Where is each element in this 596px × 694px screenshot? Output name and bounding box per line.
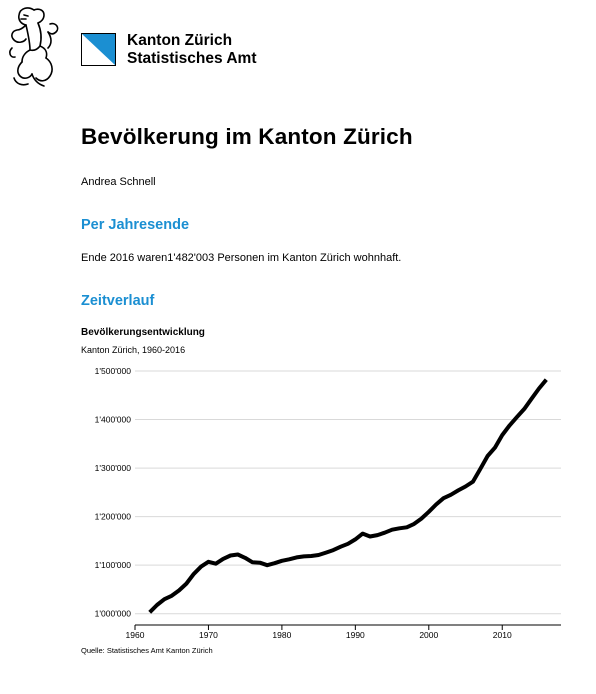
chart-title: Bevölkerungsentwicklung (81, 327, 205, 338)
page-title: Bevölkerung im Kanton Zürich (81, 124, 413, 149)
org-line-1: Kanton Zürich (127, 32, 233, 49)
x-axis: 1960 1970 1980 1990 2000 2010 (126, 624, 561, 640)
org-line-2: Statistisches Amt (127, 50, 257, 67)
x-tick-label: 1980 (272, 630, 291, 640)
x-tick-label: 1990 (346, 630, 365, 640)
x-tick-label: 1970 (199, 630, 218, 640)
chart-gridlines (135, 370, 561, 615)
author-name: Andrea Schnell (81, 176, 156, 188)
zurich-flag-icon (81, 33, 116, 66)
y-tick-label: 1'200'000 (95, 512, 132, 522)
population-series-line (148, 378, 548, 614)
section-heading-timeline: Zeitverlauf (81, 293, 155, 309)
x-tick-label: 1960 (126, 630, 145, 640)
y-tick-label: 1'000'000 (95, 609, 132, 619)
y-tick-label: 1'500'000 (95, 366, 132, 376)
x-tick-label: 2000 (419, 630, 438, 640)
chart-source: Quelle: Statistisches Amt Kanton Zürich (81, 646, 213, 655)
y-tick-label: 1'300'000 (95, 463, 132, 473)
y-axis-tick-labels: 1'000'000 1'100'000 1'200'000 1'300'000 1'40… (95, 366, 132, 619)
chart-series (148, 378, 548, 614)
chart-subtitle: Kanton Zürich, 1960-2016 (81, 345, 186, 355)
x-tick-label: 2010 (493, 630, 512, 640)
y-tick-label: 1'100'000 (95, 560, 132, 570)
lion-logo (9, 7, 59, 87)
section-heading-year-end: Per Jahresende (81, 217, 190, 233)
organization-name: Kanton Zürich Statistisches Amt (127, 32, 257, 68)
population-summary-text: Ende 2016 waren1'482'003 Personen im Kan… (81, 252, 402, 264)
y-tick-label: 1'400'000 (95, 415, 132, 425)
